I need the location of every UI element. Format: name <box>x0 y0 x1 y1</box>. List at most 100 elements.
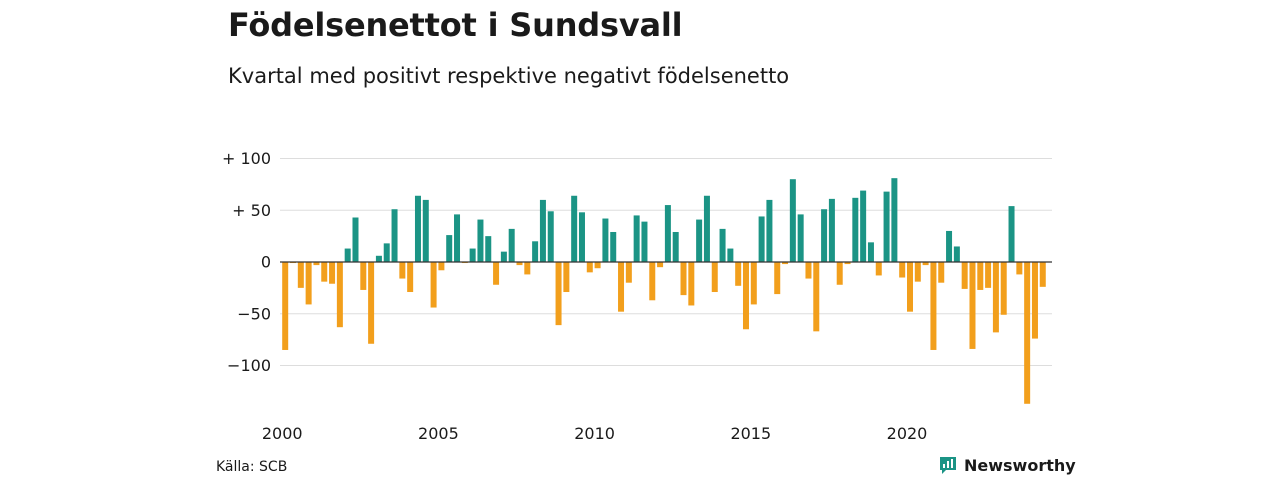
y-tick-label: −50 <box>237 304 271 323</box>
bar <box>750 262 757 305</box>
bar <box>938 262 945 283</box>
bar <box>969 262 976 349</box>
bar <box>930 262 937 350</box>
x-tick-label: 2000 <box>262 424 303 443</box>
bar <box>649 262 656 301</box>
x-tick-label: 2015 <box>730 424 771 443</box>
bar <box>782 262 789 265</box>
bar <box>493 262 500 285</box>
bar <box>368 262 375 344</box>
bar <box>657 262 664 268</box>
bar <box>727 248 734 262</box>
bar <box>985 262 992 288</box>
source-note: Källa: SCB <box>216 459 288 475</box>
bar <box>672 231 679 262</box>
bar <box>485 236 492 262</box>
bar <box>524 262 531 275</box>
bar <box>633 215 640 262</box>
bar <box>907 262 913 312</box>
bar <box>711 262 718 293</box>
bar <box>610 231 617 262</box>
bar <box>1000 262 1007 315</box>
bar <box>821 209 828 262</box>
bar <box>875 262 882 276</box>
bar <box>992 262 999 333</box>
bar <box>336 262 343 328</box>
bar <box>1016 262 1023 275</box>
bars <box>282 178 1046 404</box>
bar <box>852 197 859 262</box>
bar <box>867 242 874 262</box>
bar <box>305 262 312 305</box>
bar <box>860 190 867 262</box>
bar <box>563 262 570 293</box>
bar <box>883 191 890 262</box>
bar <box>805 262 812 279</box>
bar <box>797 214 804 262</box>
y-tick-label: −100 <box>227 356 271 375</box>
bar <box>477 219 484 262</box>
y-tick-label: + 100 <box>222 149 271 168</box>
bar <box>321 262 328 282</box>
bar <box>891 178 898 262</box>
bar <box>1031 262 1038 339</box>
x-tick-label: 2010 <box>574 424 615 443</box>
bar <box>438 262 445 271</box>
bar <box>500 251 507 262</box>
bar <box>430 262 437 308</box>
bar <box>844 262 851 265</box>
bar <box>688 262 695 306</box>
bar <box>469 248 476 262</box>
bar <box>641 221 648 262</box>
bar <box>1008 206 1015 262</box>
bar <box>789 179 796 262</box>
y-tick-label: 0 <box>261 253 271 272</box>
bar <box>1024 262 1031 404</box>
bar <box>625 262 632 283</box>
grid-lines <box>280 158 1052 366</box>
bar <box>914 262 921 282</box>
bar <box>696 219 703 262</box>
bar <box>719 228 726 262</box>
bar <box>602 218 609 262</box>
bar <box>454 214 461 262</box>
bar <box>664 205 671 262</box>
bar <box>836 262 843 285</box>
bar <box>946 230 953 262</box>
bar <box>586 262 593 273</box>
brand-name: Newsworthy <box>964 455 1076 475</box>
bar <box>329 262 336 284</box>
bar <box>532 241 539 262</box>
bar <box>555 262 562 326</box>
bar <box>578 212 585 262</box>
bar <box>508 228 515 262</box>
x-tick-label: 2020 <box>887 424 928 443</box>
bar <box>313 262 320 266</box>
x-axis-labels: 2000 2005 2010 2015 2020 <box>262 424 928 443</box>
bar <box>703 195 710 262</box>
chart-subtitle: Kvartal med positivt respektive negativt… <box>228 64 790 88</box>
y-tick-label: + 50 <box>232 201 271 220</box>
bar <box>539 199 546 262</box>
bar <box>422 199 429 262</box>
bar <box>813 262 820 332</box>
bar <box>383 243 390 262</box>
bar <box>360 262 367 290</box>
bar <box>344 248 351 262</box>
bar <box>399 262 406 279</box>
x-tick-label: 2005 <box>418 424 459 443</box>
bar <box>735 262 742 286</box>
bar <box>571 195 578 262</box>
bar <box>977 262 984 290</box>
bar <box>1039 262 1046 287</box>
chart-title: Födelsenettot i Sundsvall <box>228 6 683 44</box>
bar <box>899 262 906 278</box>
bar <box>352 217 359 262</box>
bar <box>594 262 601 269</box>
bar <box>680 262 687 296</box>
bar <box>922 262 929 266</box>
y-axis-labels: + 100 + 50 0 −50 −100 <box>222 149 271 375</box>
bar <box>766 199 773 262</box>
bar <box>407 262 414 293</box>
